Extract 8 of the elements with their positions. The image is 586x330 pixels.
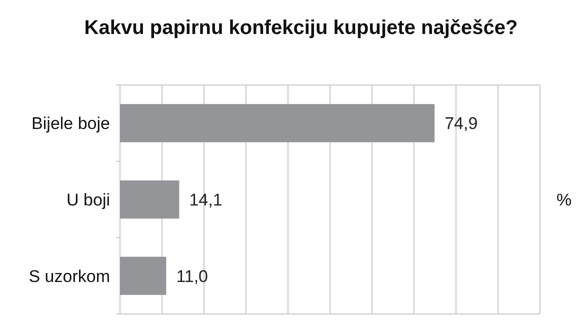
- y-tick-label: U boji: [66, 190, 110, 210]
- y-tick-label: S uzorkom: [28, 266, 110, 286]
- data-label: 14,1: [189, 190, 222, 210]
- y-tick-label: Bijele boje: [32, 114, 110, 134]
- x-axis-title: %: [556, 190, 572, 210]
- data-label: 74,9: [444, 114, 478, 134]
- data-label: 11,0: [176, 266, 208, 286]
- chart-title: Kakvu papirnu konfekciju kupujete najčešće?: [84, 17, 518, 39]
